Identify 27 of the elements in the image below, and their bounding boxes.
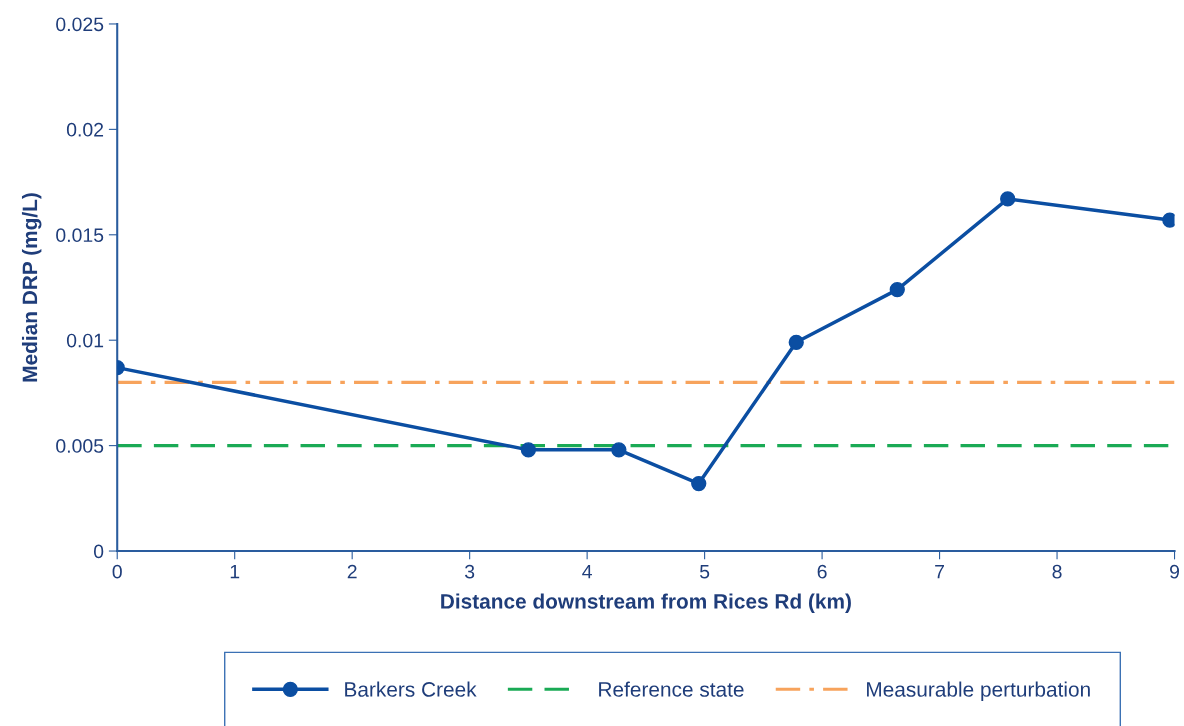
y-tick-label: 0.015 <box>56 228 104 243</box>
y-tick-label: 0.005 <box>56 439 104 453</box>
y-tick-label: 0 <box>93 544 104 559</box>
point <box>691 475 707 492</box>
legend-label: Reference state <box>599 681 744 697</box>
x-tick-label: 6 <box>817 564 827 579</box>
x-tick-label: 8 <box>1052 564 1062 579</box>
x-tick-label: 3 <box>464 564 475 579</box>
x-axis-title: Distance downstream from Rices Rd (km) <box>441 593 851 613</box>
point <box>611 442 627 458</box>
point <box>889 281 905 298</box>
y-tick-label: 0.01 <box>66 333 104 348</box>
y-axis-title: Median DRP (mg/L) <box>21 193 42 382</box>
x-tick-label: 2 <box>347 564 357 579</box>
legend-label: Measurable perturbation <box>867 681 1090 701</box>
x-tick-label: 5 <box>699 564 710 579</box>
point <box>520 442 537 458</box>
legend-label: Barkers Creek <box>345 681 477 697</box>
point <box>1000 191 1016 207</box>
x-tick-label: 4 <box>582 564 592 579</box>
x-tick-label: 9 <box>1170 564 1180 579</box>
y-tick-label: 0.02 <box>66 122 104 137</box>
point <box>788 334 804 350</box>
y-tick-label: 0.025 <box>56 17 104 32</box>
x-tick-label: 7 <box>935 564 944 579</box>
x-tick-label: 1 <box>230 564 240 579</box>
x-tick-label: 0 <box>112 564 122 579</box>
